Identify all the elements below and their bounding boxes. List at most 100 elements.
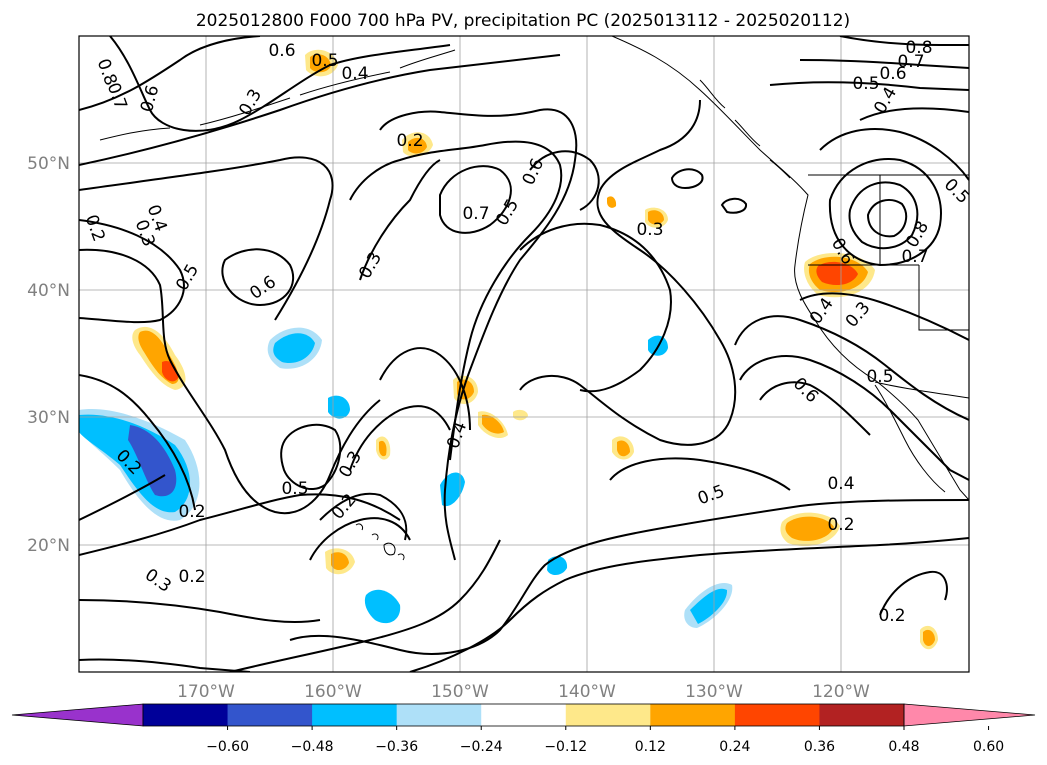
contour-label: 0.4 [341,64,368,84]
map-area: 0.6 0.8 0.5 0.4 0.7 0.6 0.3 0.2 0.4 0.3 … [79,36,969,672]
colorbar-extend-low [11,703,144,727]
contour-label: 0.5 [311,51,338,71]
positive-precip-region [923,629,935,646]
negative-precip-region [273,333,315,364]
contour-label: 0.5 [852,74,879,94]
pv-contour-line [309,517,411,561]
pv-contour-line [79,219,185,324]
colorbar-extend-high [903,703,1036,727]
pv-contour-line [439,165,512,234]
positive-precip-region [648,210,664,225]
pv-contour-line [319,492,408,541]
pv-contour-line [799,292,969,341]
colorbar-segment [819,704,905,726]
contour-label: 0.2 [878,606,905,626]
lon-label: 170°W [177,682,235,702]
north-america-coastline [611,36,969,501]
map-title: 2025012800 F000 700 hPa PV, precipitatio… [196,11,850,31]
pv-contour-line [859,107,969,121]
pv-contour-line [519,99,737,446]
pv-contour-line [349,140,563,461]
pv-contour-line [79,54,561,166]
contour-label: 0.4 [827,474,854,494]
positive-precip-region [513,409,528,421]
pv-contour-line [79,493,401,556]
british-columbia-islands [699,79,791,179]
pv-contour-line [409,537,969,672]
positive-precip-region [482,414,504,434]
lon-label: 130°W [685,682,743,702]
pv-contour-line [759,381,871,436]
colorbar-segment [565,704,651,726]
contour-label: 0.6 [268,41,295,61]
us-state-border [808,175,969,331]
pv-contour-line [819,128,969,181]
pv-contour-line [734,315,969,421]
baja-peninsula [874,384,946,493]
pv-contour-line [529,150,600,211]
pv-contour-line [359,159,441,281]
pv-contour-line [519,222,672,393]
pv-contour-line [79,599,321,624]
colorbar-tick-label: 0.12 [635,739,666,755]
pv-contour-line [828,158,942,267]
negative-precip-region [128,425,177,497]
colorbar-segment [481,704,567,726]
contour-label: 0.5 [866,367,893,387]
pv-contour-line [280,423,342,490]
pv-contour-line [670,168,704,190]
pv-contour-line [739,355,969,481]
colorbar-tick-label: −0.48 [291,739,334,755]
contour-label: 0.6 [879,64,906,84]
lon-label: 140°W [558,682,616,702]
pv-contour-line [720,197,748,214]
contour-label: 0.7 [901,247,928,267]
pv-contour-line [379,347,471,431]
contour-label: 0.5 [281,479,308,499]
colorbar-tick-label: 0.24 [719,739,750,755]
pv-contour-line [109,36,451,132]
pv-contour-line [79,374,196,511]
lon-label: 120°W [812,682,870,702]
contour-label: 0.3 [636,220,663,240]
positive-precip-region [816,261,858,286]
contour-label: 0.7 [462,204,489,224]
colorbar-segment [312,704,398,726]
negative-precip-region [364,589,401,624]
contour-label: 0.7 [897,52,924,72]
pv-contour-line [289,499,969,655]
pv-contour-line [848,181,919,250]
colorbar-segment [650,704,736,726]
pv-contour-line [866,199,908,238]
positive-precip-region [408,137,427,154]
contour-label: 0.2 [827,515,854,535]
positive-precip-region [331,552,349,571]
positive-precip-region [785,516,834,541]
negative-precip-region [690,588,728,624]
colorbar-tick-label: −0.60 [206,739,249,755]
contour-label: 0.2 [178,502,205,522]
map-frame [78,35,970,673]
contour-label: 0.8 [905,38,932,58]
contour-label: 0.2 [396,131,423,151]
contour-label: 0.2 [178,567,205,587]
pv-contour-line [79,156,334,321]
pv-contour-line [79,248,381,515]
hawaii-islands [355,523,405,561]
pv-contour-line [79,658,251,672]
pv-contours [79,36,969,672]
positive-precip-region [607,196,617,208]
colorbar-segment [143,704,229,726]
colorbar-outline [142,703,905,727]
colorbar-tick-label: 0.60 [973,739,1004,755]
negative-precip-region [328,395,350,419]
colorbar-tick-label: −0.12 [544,739,587,755]
colorbar-tick-label: 0.48 [888,739,919,755]
colorbar-segment [734,704,820,726]
pv-contour-line [221,248,295,307]
longitude-labels: 170°W 160°W 150°W 140°W 130°W 120°W [177,682,870,702]
lat-label: 30°N [27,408,70,428]
colorbar-tick-label: 0.36 [804,739,835,755]
colorbar-tick-label: −0.24 [460,739,503,755]
